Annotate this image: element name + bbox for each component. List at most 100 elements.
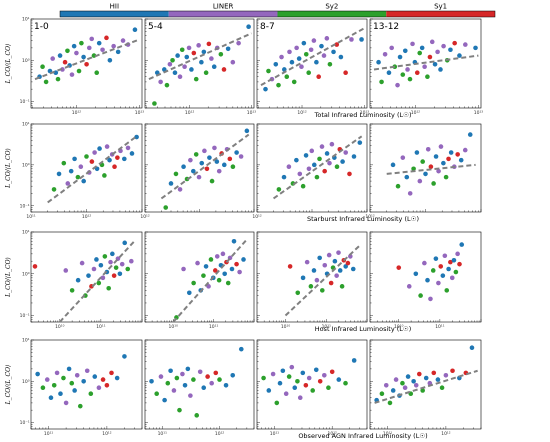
data-point-sy2 (174, 375, 180, 381)
data-point-hii (324, 151, 330, 156)
data-point-sy2 (217, 377, 222, 382)
legend-swatch-sy2 (277, 11, 387, 17)
data-point-liner (306, 375, 312, 381)
data-point-sy2 (193, 76, 199, 82)
fit-line (172, 237, 249, 322)
legend-bar-frame (59, 10, 496, 18)
data-point-sy1 (450, 368, 455, 374)
data-point-hii (263, 86, 268, 92)
panel-frame (256, 123, 368, 213)
legend-label-liner: LINER (213, 3, 234, 11)
data-point-sy2 (327, 62, 333, 67)
data-point-sy2 (286, 374, 292, 379)
data-point-sy2 (102, 173, 107, 178)
data-point-sy2 (177, 407, 182, 413)
data-point-liner (436, 280, 441, 286)
data-point-liner (129, 258, 134, 264)
data-point-hii (66, 366, 72, 372)
x-tick-label: 10¹³ (135, 110, 145, 116)
data-point-sy1 (328, 280, 334, 286)
data-point-hii (467, 132, 473, 137)
data-point-sy1 (448, 259, 453, 265)
data-point-hii (457, 53, 462, 58)
data-point-liner (196, 174, 202, 180)
data-point-liner (455, 251, 460, 257)
fit-line (284, 243, 362, 317)
fit-line (34, 38, 140, 81)
data-point-hii (162, 67, 167, 72)
data-point-sy2 (276, 82, 281, 88)
data-point-liner (158, 374, 164, 379)
data-point-liner (108, 259, 113, 265)
data-point-sy2 (261, 375, 266, 381)
data-point-hii (294, 157, 299, 163)
data-point-sy1 (234, 261, 239, 267)
data-point-liner (405, 67, 410, 72)
panel-r4-c3: 10¹¹ 10¹² (256, 339, 368, 437)
chart-row-2: 10¹¹ 10¹² 10⁻¹ 10⁰ 10¹ 10¹² 10¹² 10¹² L_CO/⟨L_CO… (5, 122, 482, 223)
data-point-sy2 (96, 280, 102, 286)
data-point-hii (168, 368, 173, 374)
data-point-hii (122, 156, 127, 162)
data-point-hii (181, 164, 186, 170)
data-point-hii (56, 171, 62, 177)
data-point-hii (35, 371, 40, 377)
data-point-hii (58, 391, 63, 397)
data-point-liner (104, 144, 110, 149)
data-point-hii (241, 257, 246, 262)
data-point-liner (111, 43, 116, 49)
data-point-liner (393, 377, 399, 382)
data-point-hii (451, 258, 457, 263)
data-point-sy2 (417, 50, 423, 56)
data-point-liner (197, 369, 203, 375)
data-point-sy2 (194, 413, 200, 418)
legend-swatch-hii (60, 11, 169, 17)
data-point-sy2 (69, 380, 75, 386)
data-point-liner (311, 38, 317, 43)
data-point-liner (299, 64, 304, 69)
data-point-liner (120, 38, 126, 43)
data-point-hii (281, 174, 287, 180)
data-point-sy1 (62, 59, 68, 65)
data-point-hii (390, 388, 396, 393)
panel-frame (144, 123, 255, 213)
data-point-sy2 (216, 277, 222, 283)
data-point-liner (406, 284, 412, 289)
data-point-sy2 (163, 205, 169, 210)
data-point-liner (289, 364, 295, 370)
fit-line (386, 163, 476, 175)
data-point-liner (441, 43, 446, 49)
data-point-sy1 (287, 264, 293, 269)
panel-r3-c2: 10¹⁰ 10¹¹ (144, 231, 255, 330)
x-tick-label: 10¹⁰ (394, 324, 404, 330)
data-point-sy2 (51, 383, 57, 388)
data-point-sy2 (76, 68, 82, 74)
data-point-hii (201, 385, 207, 390)
x-tick-label: 10¹² (411, 110, 421, 116)
data-point-hii (114, 375, 120, 381)
data-point-liner (382, 51, 388, 57)
x-tick-label: 10¹² (185, 110, 195, 116)
data-point-liner (407, 191, 413, 196)
data-point-hii (404, 174, 410, 180)
data-point-hii (425, 277, 430, 283)
data-point-sy2 (418, 293, 423, 298)
data-point-hii (311, 162, 317, 168)
data-point-sy2 (125, 266, 131, 272)
data-point-sy1 (347, 171, 352, 177)
data-point-hii (350, 266, 356, 272)
data-point-hii (300, 370, 306, 376)
data-point-sy2 (75, 174, 81, 180)
x-tick-label: 10¹³ (360, 110, 370, 116)
data-point-liner (462, 147, 468, 153)
data-point-hii (446, 266, 451, 272)
data-point-hii (266, 388, 272, 393)
data-point-sy2 (173, 171, 179, 177)
y-tick-label: 10⁰ (22, 271, 30, 277)
panel-transition-label: 5-4 (148, 22, 163, 32)
data-point-sy1 (455, 152, 460, 157)
data-point-sy2 (43, 79, 49, 85)
data-point-hii (81, 178, 86, 184)
y-tick-label: 10⁰ (22, 379, 30, 385)
chart-row-1: 10¹² 10¹³ 10⁻¹ 10⁰ 10¹ 1-0 10¹² 10¹³ 5-4 10¹² 10¹³… (5, 17, 483, 119)
